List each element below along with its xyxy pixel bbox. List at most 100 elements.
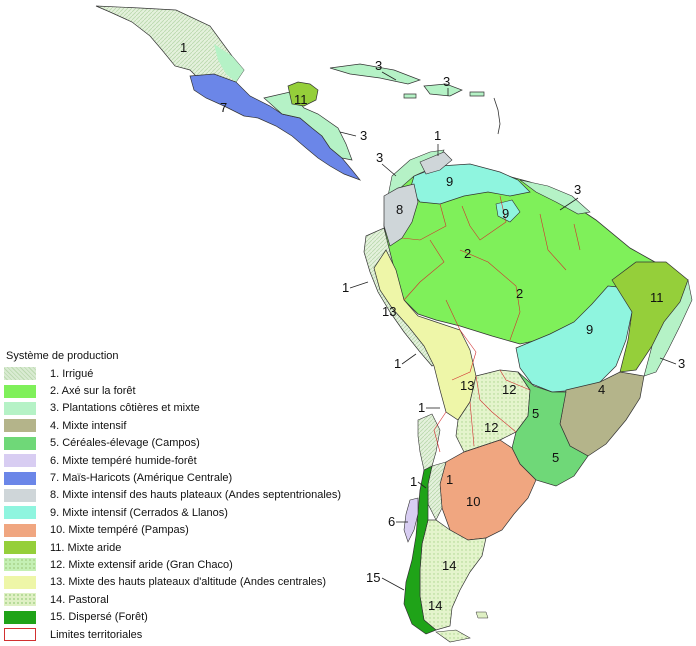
legend-swatch: [4, 419, 36, 433]
label-chaco-12b: 12: [484, 420, 498, 435]
islands: [475, 611, 489, 619]
label-pampas-10: 10: [466, 494, 480, 509]
territorial-boundaries: [401, 195, 581, 453]
label-caribbean-3a: 3: [375, 58, 382, 73]
legend-item: Limites territoriales: [4, 626, 424, 643]
legend-swatch: [4, 541, 36, 555]
legend-item: 1. Irrigué: [4, 365, 424, 382]
legend-swatch: [4, 523, 36, 537]
label-campos-5b: 5: [552, 450, 559, 465]
legend-swatch: [4, 401, 36, 415]
label-cerrado-9: 9: [586, 322, 593, 337]
region-dispersed-forest: [403, 465, 437, 635]
legend-item: 2. Axé sur la forêt: [4, 382, 424, 399]
legend-item: 4. Mixte intensif: [4, 417, 424, 434]
legend-item: 8. Mixte intensif des hauts plateaux (An…: [4, 487, 424, 504]
label-central-3: 3: [360, 128, 367, 143]
label-amazon-2b: 2: [516, 286, 523, 301]
legend-label: 15. Dispersé (Forêt): [50, 611, 148, 624]
label-ecuador-1: 1: [342, 280, 349, 295]
region-colombia-irrigated: [419, 151, 453, 175]
legend-label: 2. Axé sur la forêt: [50, 385, 136, 398]
region-guiana-coastal: [519, 179, 591, 215]
legend-item: 14. Pastoral: [4, 591, 424, 608]
legend-label: 5. Céréales-élevage (Campos): [50, 437, 200, 450]
legend-swatch: [4, 367, 36, 381]
label-peru-1: 1: [394, 356, 401, 371]
legend-swatch: [4, 436, 36, 450]
region-cuba: [329, 63, 422, 85]
legend-label: 14. Pastoral: [50, 593, 109, 606]
legend-item: 9. Mixte intensif (Cerrados & Llanos): [4, 504, 424, 521]
legend-item: 13. Mixte des hauts plateaux d'altitude …: [4, 574, 424, 591]
region-campos: [511, 371, 589, 487]
label-patagonia-14a: 14: [442, 558, 456, 573]
region-mexico-coastal: [214, 44, 244, 82]
legend-swatch: [4, 384, 36, 398]
legend: Système de production 1. Irrigué 2. Axé s…: [4, 350, 424, 643]
label-colombia-3: 3: [376, 150, 383, 165]
legend-item: 15. Dispersé (Forêt): [4, 608, 424, 625]
legend-items: 1. Irrigué 2. Axé sur la forêt 3. Plantati…: [4, 365, 424, 643]
legend-item: 11. Mixte aride: [4, 539, 424, 556]
lesser-antilles: [493, 97, 501, 135]
legend-swatch: [4, 610, 36, 624]
label-chile-1a: 1: [418, 400, 425, 415]
label-andes-8: 8: [396, 202, 403, 217]
label-chaco-12a: 12: [502, 382, 516, 397]
label-brazil-3: 3: [678, 356, 685, 371]
label-yucatan-11: 11: [294, 92, 308, 107]
legend-label: 7. Maïs-Haricots (Amérique Centrale): [50, 472, 233, 485]
label-chile-1b: 1: [410, 474, 417, 489]
legend-label: 8. Mixte intensif des hauts plateaux (An…: [50, 489, 342, 502]
label-llanos-9: 9: [446, 174, 453, 189]
region-ne-brazil-coastal: [643, 278, 693, 377]
region-temperate-humid: [403, 497, 419, 543]
legend-item: 5. Céréales-élevage (Campos): [4, 435, 424, 452]
label-brazil-4: 4: [598, 382, 605, 397]
legend-item: 6. Mixte tempéré humide-forêt: [4, 452, 424, 469]
legend-swatch: [4, 628, 36, 642]
region-chile-irrigated: [417, 413, 441, 471]
legend-label: 6. Mixte tempéré humide-forêt: [50, 454, 197, 467]
legend-title: Système de production: [6, 350, 119, 362]
legend-swatch: [4, 593, 36, 607]
region-northern-andes: [383, 183, 419, 247]
legend-item: 7. Maïs-Haricots (Amérique Centrale): [4, 469, 424, 486]
label-patagonia-14b: 14: [428, 598, 442, 613]
label-andes-13a: 13: [382, 304, 396, 319]
legend-label: 1. Irrigué: [50, 367, 94, 380]
legend-swatch: [4, 506, 36, 520]
legend-item: 12. Mixte extensif aride (Gran Chaco): [4, 556, 424, 573]
label-argentina-1: 1: [446, 472, 453, 487]
legend-label: 4. Mixte intensif: [50, 419, 127, 432]
region-puerto-rico: [469, 91, 485, 97]
legend-swatch: [4, 558, 36, 572]
region-jamaica: [403, 93, 417, 99]
label-brazil-11: 11: [650, 290, 664, 305]
legend-item: 3. Plantations côtières et mixte: [4, 400, 424, 417]
legend-swatch: [4, 488, 36, 502]
region-pampas: [439, 439, 537, 541]
region-mexico-irrigated: [95, 5, 245, 83]
label-chile-15: 15: [366, 570, 380, 585]
label-caribbean-3b: 3: [443, 74, 450, 89]
label-guiana-3: 3: [574, 182, 581, 197]
label-colombia-1: 1: [434, 128, 441, 143]
legend-label: 3. Plantations côtières et mixte: [50, 402, 200, 415]
legend-label: 12. Mixte extensif aride (Gran Chaco): [50, 558, 233, 571]
region-central-coastal: [263, 91, 353, 161]
region-hispaniola: [423, 83, 463, 97]
label-central-7: 7: [220, 100, 227, 115]
legend-label: 10. Mixte tempéré (Pampas): [50, 524, 189, 537]
legend-label: 13. Mixte des hauts plateaux d'altitude …: [50, 576, 327, 589]
tierra-del-fuego: [435, 629, 471, 643]
legend-item: 10. Mixte tempéré (Pampas): [4, 522, 424, 539]
label-andes-13b: 13: [460, 378, 474, 393]
legend-swatch: [4, 575, 36, 589]
legend-swatch: [4, 471, 36, 485]
region-yucatan-arid: [287, 81, 319, 107]
label-amazon-9: 9: [502, 206, 509, 221]
region-llanos: [409, 163, 531, 205]
